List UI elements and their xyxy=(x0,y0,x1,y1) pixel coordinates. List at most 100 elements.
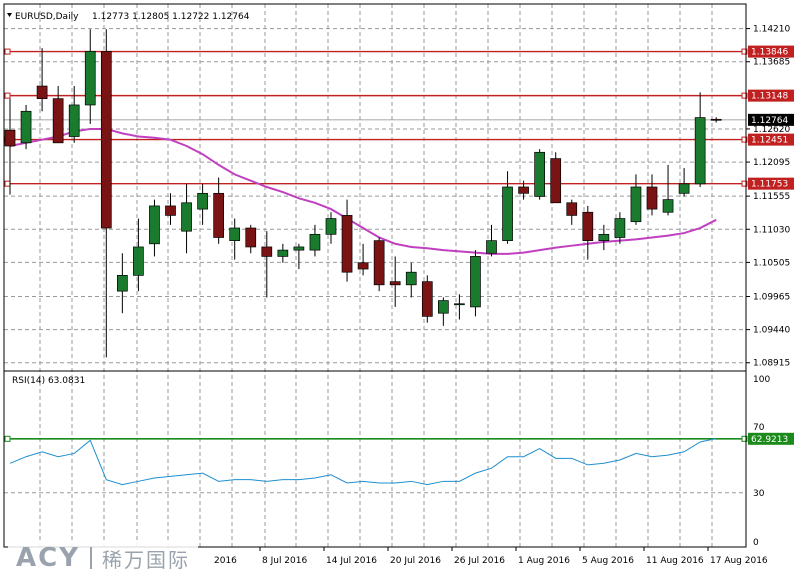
candle-bullish[interactable] xyxy=(309,233,321,251)
candle-bearish[interactable] xyxy=(36,85,48,100)
moving-average-line xyxy=(9,127,717,255)
price-level-handle[interactable] xyxy=(741,180,748,187)
rsi-label: RSI(14) 63.0831 xyxy=(12,376,85,386)
candle-bullish[interactable] xyxy=(630,186,642,223)
rsi-panel xyxy=(4,370,748,486)
rsi-tick-label: 0 xyxy=(753,538,759,548)
candles xyxy=(4,29,722,358)
ohlc-readout: 1.12773 1.12805 1.12722 1.12764 xyxy=(92,12,250,22)
watermark-logo: ACY xyxy=(16,543,81,573)
y-tick-label: 1.13685 xyxy=(753,58,790,68)
x-tick-label: 1 Aug 2016 xyxy=(518,556,570,566)
rsi-line xyxy=(9,438,717,486)
candle-bearish[interactable] xyxy=(646,186,658,210)
y-tick-label: 1.12095 xyxy=(753,158,790,168)
candle-bearish[interactable] xyxy=(389,281,401,286)
y-tick-label: 1.12620 xyxy=(753,125,790,135)
candle-bearish[interactable] xyxy=(341,215,353,273)
candle-bullish[interactable] xyxy=(502,186,513,241)
price-level-handle[interactable] xyxy=(4,180,11,187)
watermark-separator xyxy=(90,547,93,569)
candle-bullish[interactable] xyxy=(133,246,144,276)
y-tick-label: 1.08915 xyxy=(753,359,790,369)
price-level-handle[interactable] xyxy=(741,48,748,55)
candle-bearish[interactable] xyxy=(357,262,369,270)
x-tick-label: 5 Aug 2016 xyxy=(582,556,634,566)
level-price-tag-text: 1.12451 xyxy=(751,136,788,146)
grid xyxy=(4,4,746,547)
y-tick-label: 1.11555 xyxy=(753,192,790,202)
candle-bearish[interactable] xyxy=(550,158,562,204)
candle-bullish[interactable] xyxy=(68,104,80,137)
candle-bullish[interactable] xyxy=(197,192,208,210)
x-tick-label: 8 Jul 2016 xyxy=(262,556,307,566)
rsi-tick-label: 100 xyxy=(753,375,770,385)
candle-bullish[interactable] xyxy=(20,110,32,144)
candle-bullish[interactable] xyxy=(325,218,337,235)
candle-bullish[interactable] xyxy=(149,205,160,245)
y-tick-label: 1.11030 xyxy=(753,225,790,235)
price-level-handle[interactable] xyxy=(741,136,748,143)
candle-bearish[interactable] xyxy=(245,227,257,248)
x-tick-label: 20 Jul 2016 xyxy=(390,556,441,566)
chart-header: EURUSD,Daily 1.12773 1.12805 1.12722 1.1… xyxy=(7,12,250,22)
candle-bullish[interactable] xyxy=(116,274,128,292)
y-tick-label: 1.09965 xyxy=(753,292,790,302)
candle-bearish[interactable] xyxy=(165,205,176,216)
candle-bullish[interactable] xyxy=(438,300,449,314)
candle-bullish[interactable] xyxy=(694,117,706,185)
candle-bearish[interactable] xyxy=(213,192,224,238)
chart-title: EURUSD,Daily xyxy=(15,12,79,22)
price-level-handle[interactable] xyxy=(741,92,748,99)
current-price-tag-text: 1.12764 xyxy=(751,116,788,126)
level-price-tag-text: 1.13148 xyxy=(751,92,788,102)
dropdown-triangle-icon[interactable] xyxy=(7,13,12,17)
candle-bullish[interactable] xyxy=(486,240,497,254)
moving-average xyxy=(9,127,717,255)
candle-bearish[interactable] xyxy=(4,129,16,147)
price-level-handle[interactable] xyxy=(4,48,11,55)
candle-bearish[interactable] xyxy=(582,211,594,241)
rsi-level-tag-text: 62.9213 xyxy=(751,435,788,445)
level-price-tag xyxy=(748,133,794,146)
price-tags: 1.13846 1.13148 1.12451 1.11753 1.12764 62.92… xyxy=(748,45,794,445)
level-price-tag-text: 1.13846 xyxy=(751,48,788,58)
candle-bullish[interactable] xyxy=(470,256,481,308)
y-tick-label: 1.14210 xyxy=(753,25,790,35)
candle-bearish[interactable] xyxy=(373,240,385,286)
price-level-handle[interactable] xyxy=(4,92,11,99)
candle-bearish[interactable] xyxy=(100,50,112,229)
candle-bullish[interactable] xyxy=(293,246,305,251)
candle-bullish[interactable] xyxy=(678,183,690,194)
candle-bullish[interactable] xyxy=(454,303,465,306)
candle-bearish[interactable] xyxy=(52,98,64,144)
candle-bullish[interactable] xyxy=(598,233,610,241)
candle-bullish[interactable] xyxy=(534,151,546,197)
candle-bearish[interactable] xyxy=(261,246,273,257)
candle-bearish[interactable] xyxy=(421,281,433,317)
rsi-tick-label: 70 xyxy=(753,423,765,433)
current-price-tag xyxy=(748,113,794,126)
rsi-level-tag xyxy=(748,432,794,445)
x-tick-label: 17 Aug 2016 xyxy=(710,556,768,566)
rsi-level-handle[interactable] xyxy=(4,435,11,442)
candle-bullish[interactable] xyxy=(405,271,417,286)
x-tick-label: 11 Aug 2016 xyxy=(646,556,704,566)
candle-bullish[interactable] xyxy=(181,202,192,232)
level-price-tag-text: 1.11753 xyxy=(751,180,788,190)
candle-bullish[interactable] xyxy=(229,227,241,241)
x-tick-label: 14 Jul 2016 xyxy=(326,556,377,566)
axes: 1.14210 1.13685 1.12620 1.12095 1.11555 1.110… xyxy=(3,3,790,566)
candle-bullish[interactable] xyxy=(662,199,674,213)
candle-bearish[interactable] xyxy=(566,202,578,216)
candle-bullish[interactable] xyxy=(277,249,289,257)
horizontal-levels xyxy=(4,48,748,187)
rsi-level-handle[interactable] xyxy=(741,435,748,442)
watermark-chinese: 稀万国际 xyxy=(102,547,191,572)
candle-bearish[interactable] xyxy=(710,118,722,121)
candle-bullish[interactable] xyxy=(614,218,626,238)
candle-bearish[interactable] xyxy=(518,186,529,194)
level-price-tag xyxy=(748,89,794,102)
candle-bullish[interactable] xyxy=(84,50,96,106)
